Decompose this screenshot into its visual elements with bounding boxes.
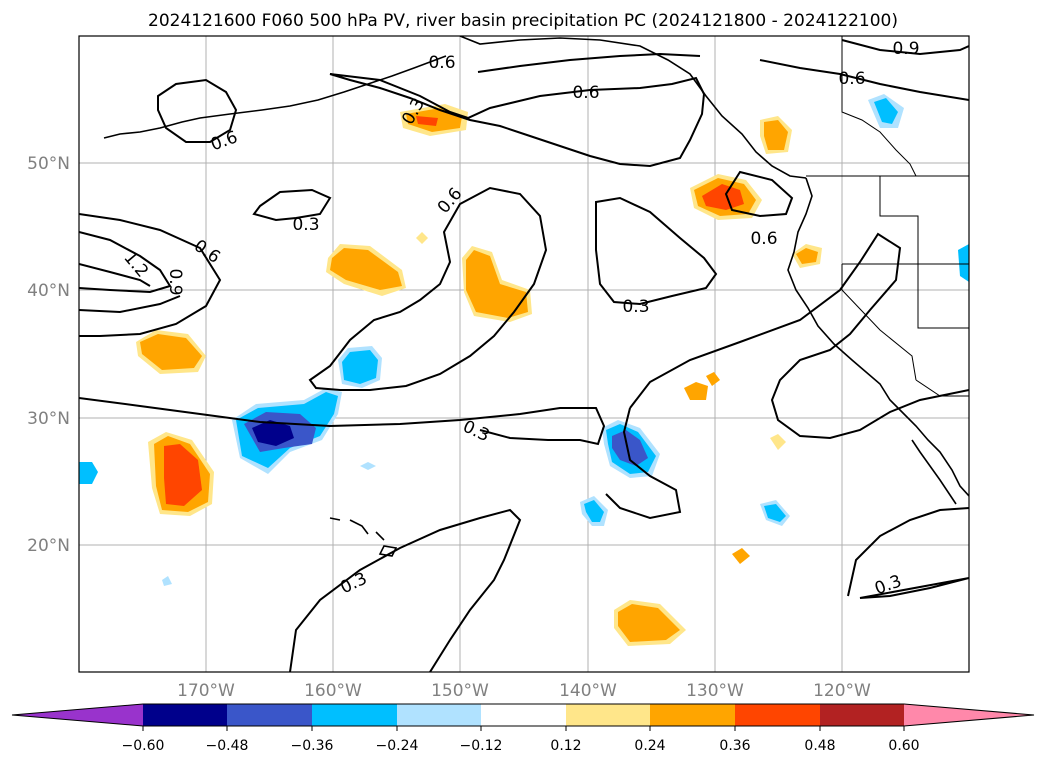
latitude-labels: 50°N 40°N 30°N 20°N bbox=[27, 154, 70, 556]
lon-label-130w: 130°W bbox=[686, 681, 744, 701]
lon-label-170w: 170°W bbox=[177, 681, 235, 701]
colorbar-segment bbox=[481, 704, 566, 726]
colorbar-segment bbox=[904, 704, 1034, 726]
colorbar-tick-label: −0.48 bbox=[206, 738, 249, 754]
lat-label-50n: 50°N bbox=[27, 154, 70, 174]
colorbar-segment bbox=[397, 704, 481, 726]
colorbar-tick-label: 0.24 bbox=[634, 738, 665, 754]
lat-label-30n: 30°N bbox=[27, 409, 70, 429]
contour-label: 0.6 bbox=[572, 83, 599, 103]
longitude-labels: 170°W 160°W 150°W 140°W 130°W 120°W bbox=[177, 681, 871, 701]
lon-label-160w: 160°W bbox=[304, 681, 362, 701]
lat-label-20n: 20°N bbox=[27, 536, 70, 556]
colorbar-tick-label: −0.24 bbox=[376, 738, 419, 754]
colorbar bbox=[12, 704, 1034, 731]
colorbar-tick-label: 0.48 bbox=[804, 738, 835, 754]
colorbar-segment bbox=[650, 704, 735, 726]
lon-label-140w: 140°W bbox=[559, 681, 617, 701]
colorbar-segment bbox=[143, 704, 227, 726]
colorbar-tick-label: 0.12 bbox=[550, 738, 581, 754]
colorbar-tick-label: −0.60 bbox=[122, 738, 165, 754]
contour-label: 0.3 bbox=[622, 297, 649, 317]
contour-label: 0.9 bbox=[165, 268, 185, 295]
colorbar-tick-label: 0.60 bbox=[888, 738, 919, 754]
colorbar-tick-label: −0.12 bbox=[460, 738, 503, 754]
contour-label: 0.6 bbox=[750, 229, 777, 249]
contour-label: 0.6 bbox=[838, 69, 865, 89]
colorbar-segment bbox=[12, 704, 143, 726]
colorbar-tick-label: 0.36 bbox=[719, 738, 750, 754]
lon-label-120w: 120°W bbox=[813, 681, 871, 701]
map-figure: 2024121600 F060 500 hPa PV, river basin … bbox=[0, 0, 1047, 765]
lat-label-40n: 40°N bbox=[27, 281, 70, 301]
colorbar-segment bbox=[735, 704, 820, 726]
figure-title: 2024121600 F060 500 hPa PV, river basin … bbox=[148, 11, 898, 31]
colorbar-segment bbox=[227, 704, 312, 726]
contour-label: 0.9 bbox=[892, 39, 919, 59]
colorbar-segment bbox=[312, 704, 397, 726]
map-area: 0.6 0.6 0.3 0.9 0.6 0.3 0.6 0.6 1.2 0.9 … bbox=[79, 36, 969, 672]
colorbar-tick-label: −0.36 bbox=[291, 738, 334, 754]
colorbar-segment bbox=[820, 704, 904, 726]
colorbar-segment bbox=[566, 704, 650, 726]
contour-label: 0.6 bbox=[428, 53, 455, 73]
contour-label: 0.3 bbox=[292, 215, 319, 235]
lon-label-150w: 150°W bbox=[431, 681, 489, 701]
colorbar-labels: −0.60 −0.48 −0.36 −0.24 −0.12 0.12 0.24 … bbox=[122, 738, 920, 754]
